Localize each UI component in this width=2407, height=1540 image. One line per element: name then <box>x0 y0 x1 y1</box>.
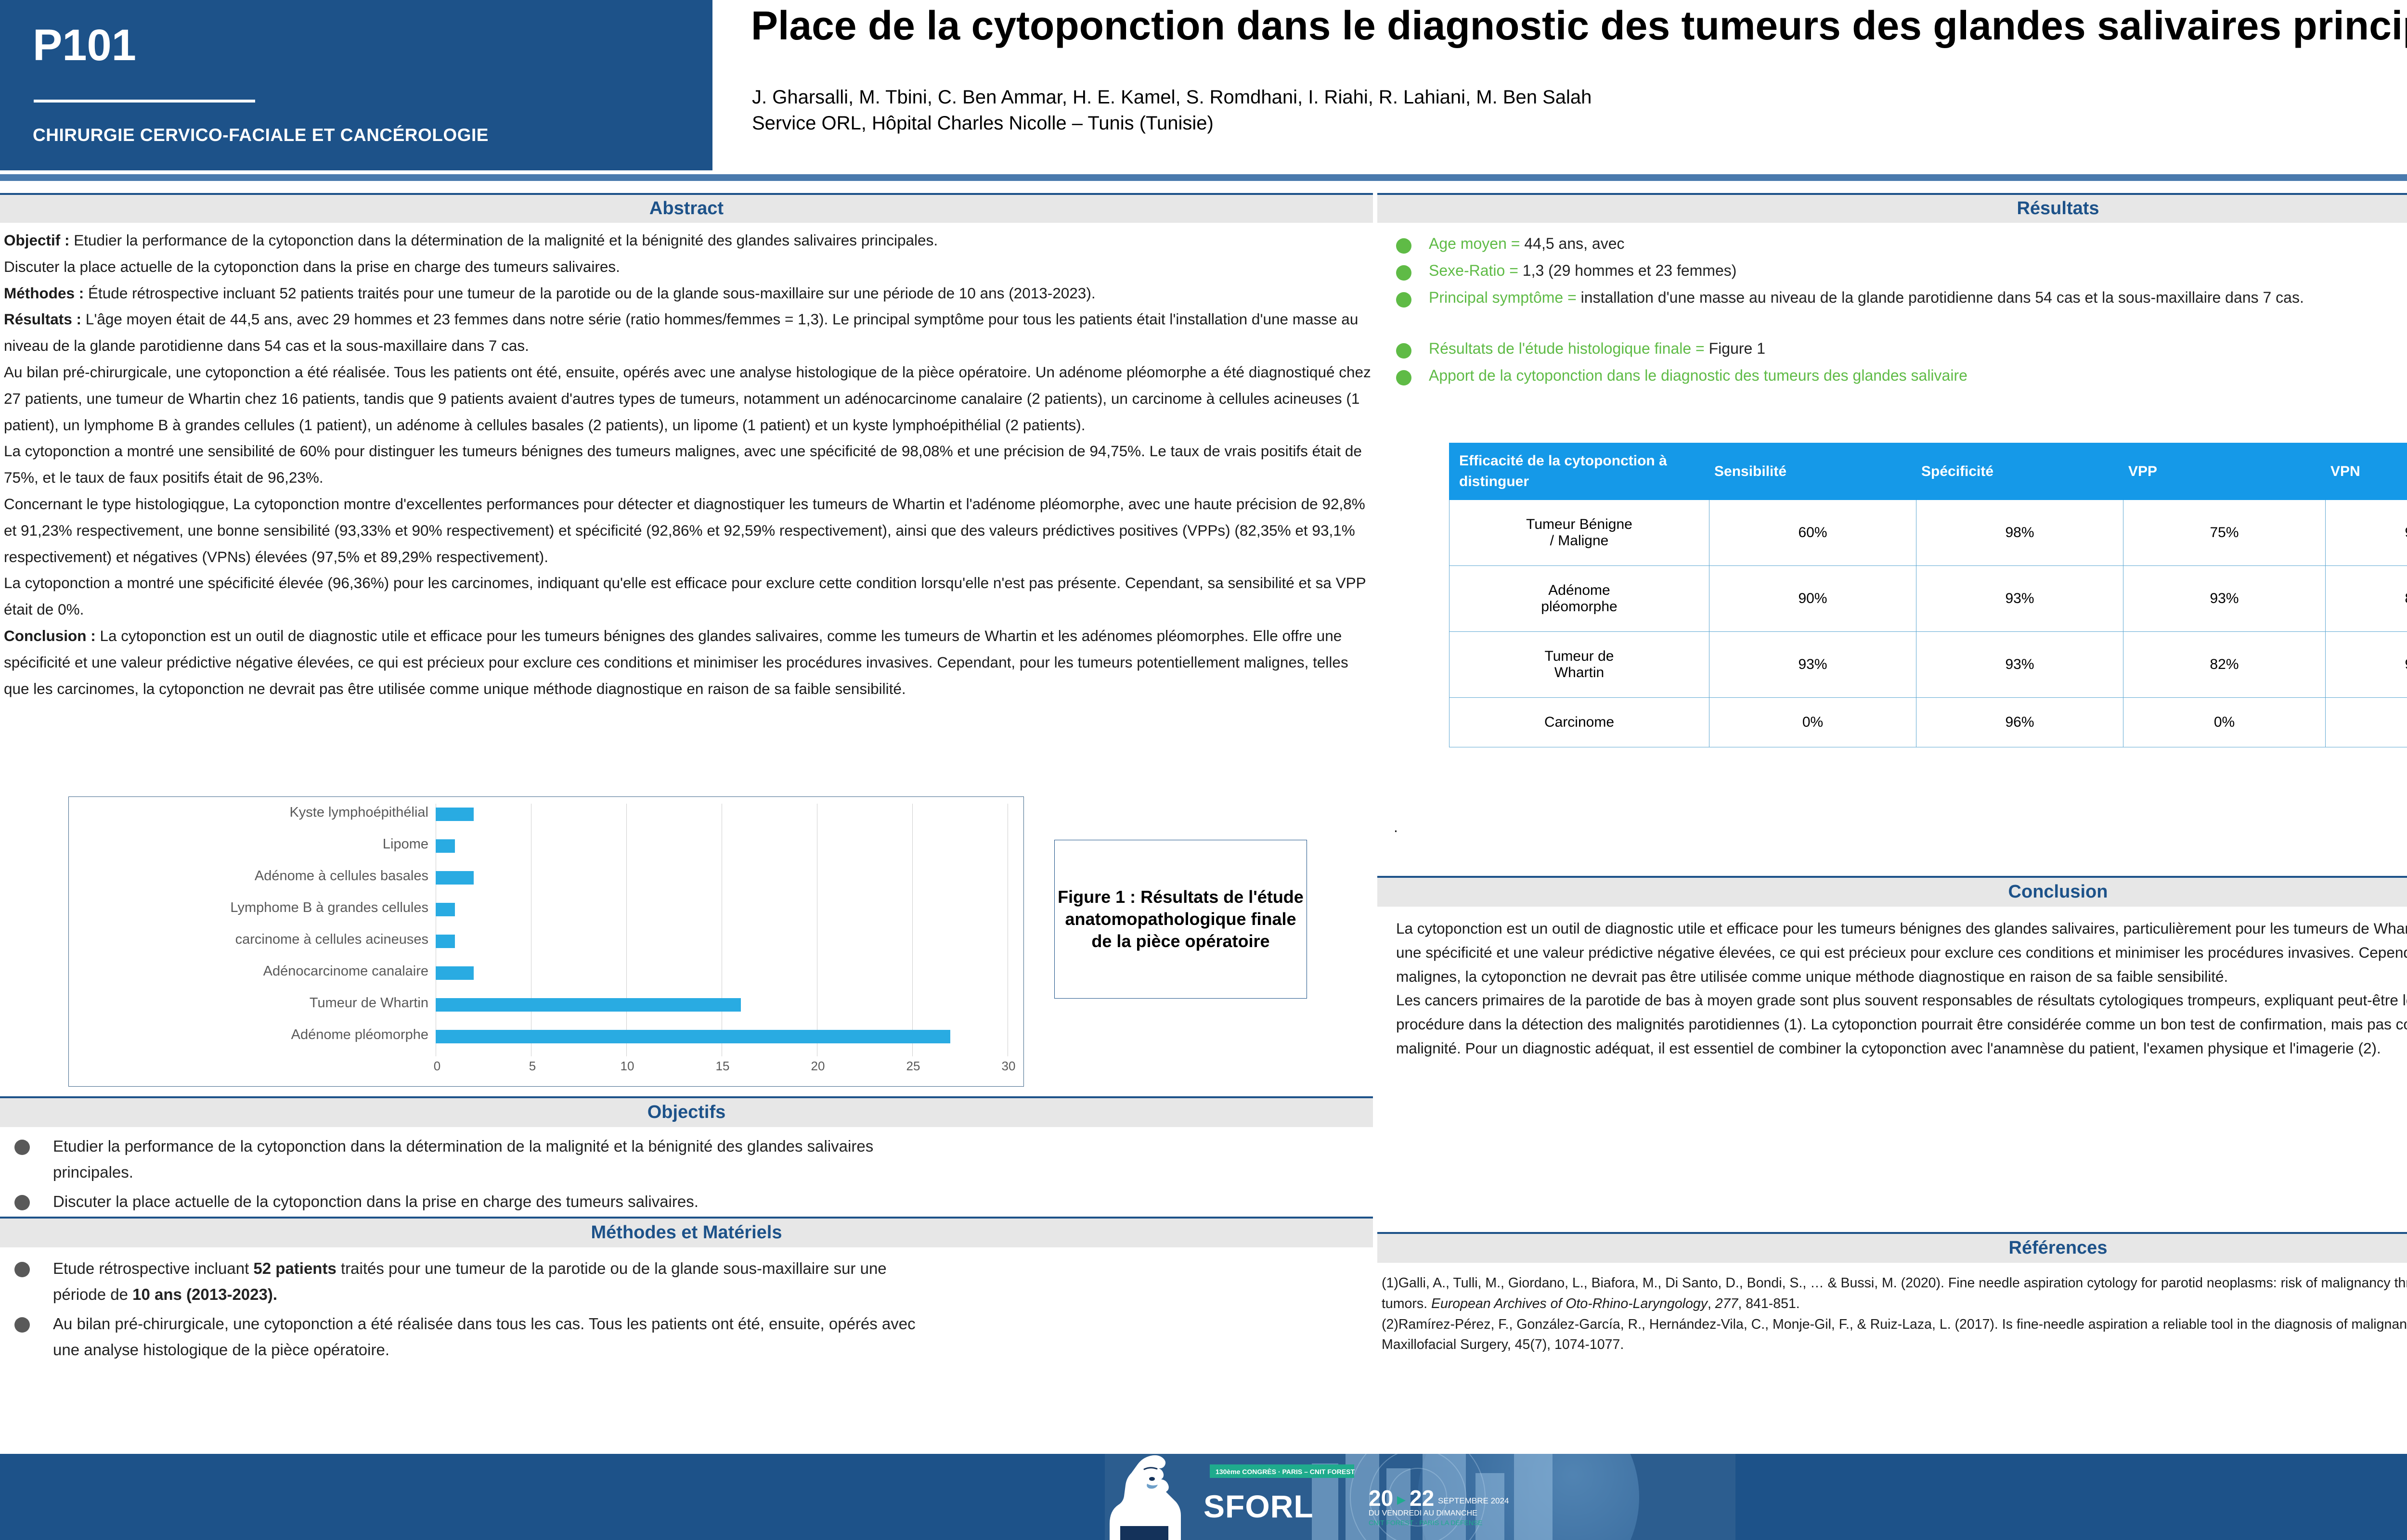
svg-text:130ème CONGRÈS · PARIS – CNIT: 130ème CONGRÈS · PARIS – CNIT FOREST <box>1216 1468 1355 1476</box>
svg-text:CNIT FOREST · PARIS LA DÉFENSE: CNIT FOREST · PARIS LA DÉFENSE <box>1369 1519 1483 1527</box>
svg-text:SFORL: SFORL <box>1204 1489 1314 1524</box>
svg-text:SEPTEMBRE 2024: SEPTEMBRE 2024 <box>1438 1496 1509 1505</box>
svg-text:22: 22 <box>1410 1486 1434 1511</box>
svg-text:20: 20 <box>1369 1486 1393 1511</box>
svg-text:DU VENDREDI AU DIMANCHE: DU VENDREDI AU DIMANCHE <box>1369 1509 1477 1517</box>
